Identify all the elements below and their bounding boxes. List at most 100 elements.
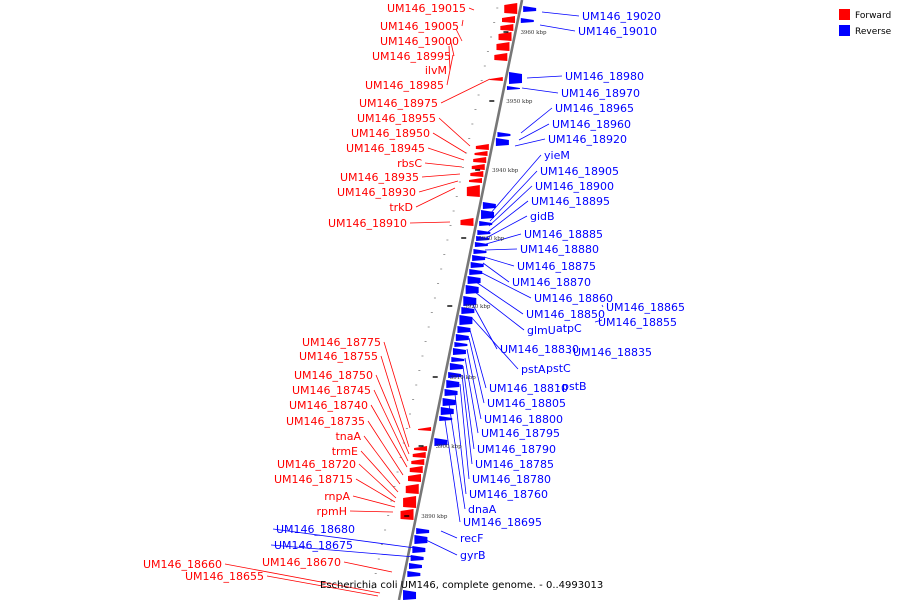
reverse-gene bbox=[520, 18, 534, 23]
reverse-gene-label: UM146_18800 bbox=[484, 413, 563, 426]
reverse-gene-label: pstB bbox=[562, 380, 587, 393]
genome-backbone bbox=[397, 0, 524, 600]
reverse-gene-label: UM146_18870 bbox=[512, 276, 591, 289]
forward-gene-label: UM146_18655 bbox=[185, 570, 264, 583]
leader-line bbox=[375, 374, 410, 455]
forward-gene bbox=[498, 32, 512, 41]
reverse-gene-label: UM146_18960 bbox=[552, 118, 631, 131]
scale-ticks: 3960 kbp 3950 kbp 3940 kbp 3930 kbp 3920 kbp… bbox=[404, 30, 547, 520]
forward-gene-label: UM146_18720 bbox=[277, 458, 356, 471]
forward-gene-label: tnaA bbox=[335, 430, 361, 443]
forward-gene-label: UM146_18910 bbox=[328, 217, 407, 230]
reverse-gene bbox=[474, 242, 488, 247]
forward-gene-label: UM146_18740 bbox=[289, 399, 368, 412]
leader-line bbox=[489, 154, 542, 215]
reverse-gene-label: UM146_18805 bbox=[487, 397, 566, 410]
forward-gene-label: UM146_19000 bbox=[380, 35, 459, 48]
scale-tick-label: 3910 kbp bbox=[450, 375, 477, 381]
reverse-gene bbox=[455, 334, 469, 341]
reverse-gene bbox=[434, 438, 448, 446]
leader-line bbox=[474, 291, 525, 331]
leader-line bbox=[454, 393, 467, 495]
leader-line bbox=[485, 233, 522, 245]
forward-gene bbox=[470, 171, 484, 177]
reverse-gene-label: UM146_18850 bbox=[526, 308, 605, 321]
reverse-gene-label: UM146_18695 bbox=[463, 516, 542, 529]
forward-gene-label: UM146_18945 bbox=[346, 142, 425, 155]
leader-line bbox=[440, 78, 491, 104]
leader-line bbox=[424, 162, 463, 168]
forward-gene-label: UM146_19015 bbox=[387, 2, 466, 15]
reverse-gene bbox=[440, 407, 454, 415]
leader-line bbox=[468, 337, 485, 404]
leader-line bbox=[485, 215, 528, 239]
forward-gene bbox=[418, 427, 432, 431]
reverse-gene bbox=[449, 363, 463, 370]
leader-line bbox=[383, 341, 411, 429]
leader-line bbox=[520, 107, 553, 134]
leader-line bbox=[521, 87, 559, 94]
leader-line bbox=[464, 357, 479, 434]
forward-gene-label: UM146_18745 bbox=[292, 384, 371, 397]
forward-gene-label: rpmH bbox=[317, 505, 348, 518]
reverse-gene-label: UM146_18865 bbox=[606, 301, 685, 314]
leader-line bbox=[421, 173, 461, 178]
forward-gene-label: trkD bbox=[389, 201, 413, 214]
reverse-gene bbox=[477, 230, 491, 235]
reverse-gene-label: UM146_18920 bbox=[548, 133, 627, 146]
forward-gene bbox=[408, 474, 422, 482]
reverse-gene-label: UM146_18785 bbox=[475, 458, 554, 471]
label-leader-lines bbox=[224, 7, 604, 597]
legend-reverse-label: Reverse bbox=[855, 27, 892, 37]
forward-gene bbox=[403, 496, 417, 508]
forward-gene-label: rbsC bbox=[397, 157, 422, 170]
reverse-gene bbox=[446, 380, 460, 388]
leader-line bbox=[432, 132, 467, 154]
leader-line bbox=[363, 435, 401, 485]
scale-tick-label: 3940 kbp bbox=[492, 168, 519, 174]
forward-gene bbox=[412, 452, 426, 458]
leader-line bbox=[475, 281, 524, 315]
reverse-gene bbox=[444, 389, 458, 396]
reverse-gene bbox=[481, 210, 495, 219]
reverse-gene-label: UM146_18795 bbox=[481, 427, 560, 440]
leader-line bbox=[360, 450, 399, 493]
scale-tick-label: 3920 kbp bbox=[464, 304, 491, 310]
reverse-gene bbox=[463, 296, 477, 306]
reverse-gene bbox=[506, 86, 520, 90]
leader-line bbox=[343, 561, 393, 573]
leader-line bbox=[539, 24, 576, 32]
leader-line bbox=[541, 11, 580, 17]
leader-line bbox=[468, 7, 475, 11]
reverse-gene-label: UM146_18860 bbox=[534, 292, 613, 305]
legend: Forward Reverse bbox=[839, 9, 892, 37]
reverse-gene bbox=[448, 372, 462, 378]
forward-gene-label: UM146_18985 bbox=[365, 79, 444, 92]
scale-tick-label: 3960 kbp bbox=[520, 30, 547, 36]
leader-line bbox=[355, 478, 396, 503]
reverse-gene bbox=[457, 326, 471, 333]
reverse-gene-label: UM146_18780 bbox=[472, 473, 551, 486]
reverse-gene bbox=[509, 72, 523, 84]
reverse-gene bbox=[439, 416, 453, 421]
scale-tick-label: 3900 kbp bbox=[436, 444, 463, 450]
leader-line bbox=[518, 123, 550, 141]
forward-gene bbox=[468, 178, 482, 183]
reverse-gene bbox=[412, 546, 426, 553]
leader-line bbox=[461, 19, 464, 27]
reverse-gene-label: UM146_18835 bbox=[573, 346, 652, 359]
reverse-gene-label: pstC bbox=[546, 362, 571, 375]
legend-forward-label: Forward bbox=[855, 11, 891, 21]
reverse-gene bbox=[416, 528, 430, 534]
reverse-gene-label: UM146_19020 bbox=[582, 10, 661, 23]
leader-line bbox=[526, 75, 563, 79]
leader-line bbox=[266, 575, 379, 597]
reverse-gene-label: UM146_18855 bbox=[598, 316, 677, 329]
leader-line bbox=[484, 248, 518, 251]
forward-gene-label: UM146_18930 bbox=[337, 186, 416, 199]
reverse-gene-label: UM146_18965 bbox=[555, 102, 634, 115]
leader-line bbox=[444, 419, 461, 523]
reverse-gene bbox=[467, 276, 481, 284]
leader-line bbox=[380, 355, 410, 448]
legend-forward-swatch bbox=[839, 9, 850, 20]
